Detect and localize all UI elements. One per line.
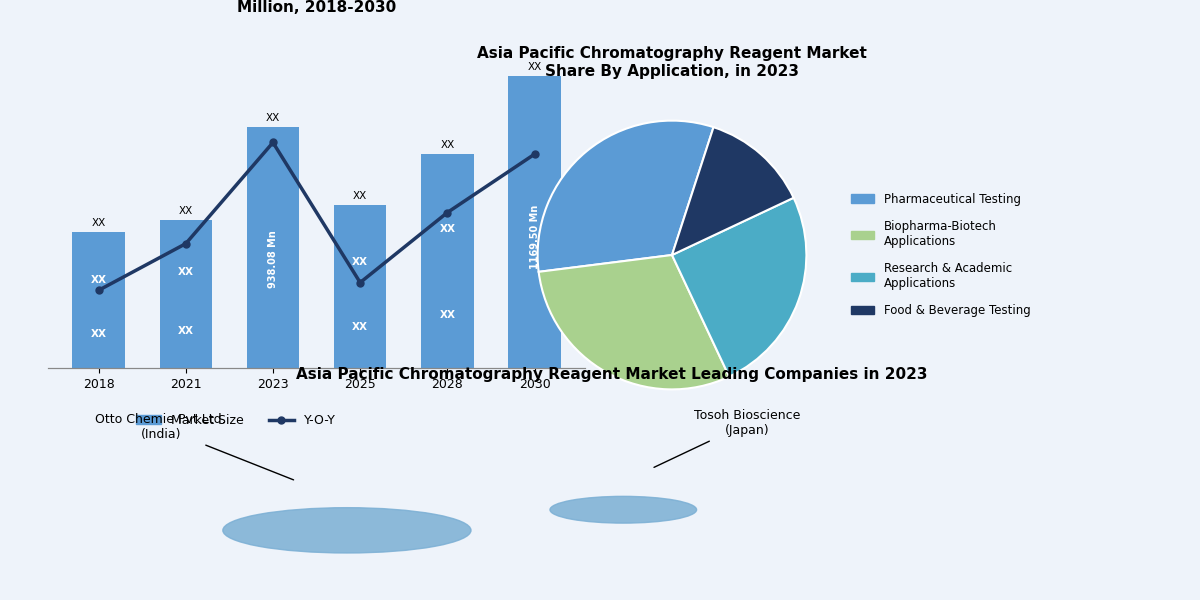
Wedge shape	[672, 127, 793, 255]
Bar	[421, 154, 474, 368]
Text: XX: XX	[439, 224, 455, 234]
Title: Asia Pacific Chromatography Reagent Market
Share By Application, in 2023: Asia Pacific Chromatography Reagent Mark…	[478, 46, 866, 79]
Text: XX: XX	[90, 275, 107, 284]
Bar	[247, 127, 299, 368]
Text: XX: XX	[352, 257, 368, 267]
Title: Asia Pacific Chromatography Reagent Market Leading Companies in 2023: Asia Pacific Chromatography Reagent Mark…	[296, 367, 928, 382]
Text: Tosoh Bioscience
(Japan): Tosoh Bioscience (Japan)	[654, 409, 800, 467]
Text: Otto Chemie Pvt.Ltd.
(India): Otto Chemie Pvt.Ltd. (India)	[96, 413, 294, 480]
Wedge shape	[539, 255, 730, 389]
Text: 938.08 Mn: 938.08 Mn	[268, 231, 278, 289]
Text: XX: XX	[352, 322, 368, 332]
Wedge shape	[538, 121, 714, 272]
Circle shape	[223, 508, 470, 553]
Circle shape	[550, 496, 696, 523]
Text: XX: XX	[439, 310, 455, 320]
Text: 1169.50 Mn: 1169.50 Mn	[529, 205, 540, 269]
Text: XX: XX	[179, 206, 193, 217]
Legend: Market Size, Y-O-Y: Market Size, Y-O-Y	[131, 409, 341, 432]
Text: XX: XX	[353, 191, 367, 201]
Bar	[160, 220, 212, 368]
Text: XX: XX	[178, 267, 193, 277]
Title: Asia Pacific Chromatography
Reagent Market Revenue in USD
Million, 2018-2030: Asia Pacific Chromatography Reagent Mark…	[176, 0, 456, 16]
Text: XX: XX	[90, 329, 107, 339]
Legend: Pharmaceutical Testing, Biopharma-Biotech
Applications, Research & Academic
Appl: Pharmaceutical Testing, Biopharma-Biotec…	[846, 188, 1036, 322]
Bar	[72, 232, 125, 368]
Bar	[334, 205, 386, 368]
Wedge shape	[672, 198, 806, 377]
Text: XX: XX	[266, 113, 280, 123]
Text: XX: XX	[178, 326, 193, 336]
Text: XX: XX	[91, 218, 106, 228]
Text: XX: XX	[440, 140, 455, 150]
Bar	[509, 76, 560, 368]
Text: XX: XX	[528, 62, 541, 73]
